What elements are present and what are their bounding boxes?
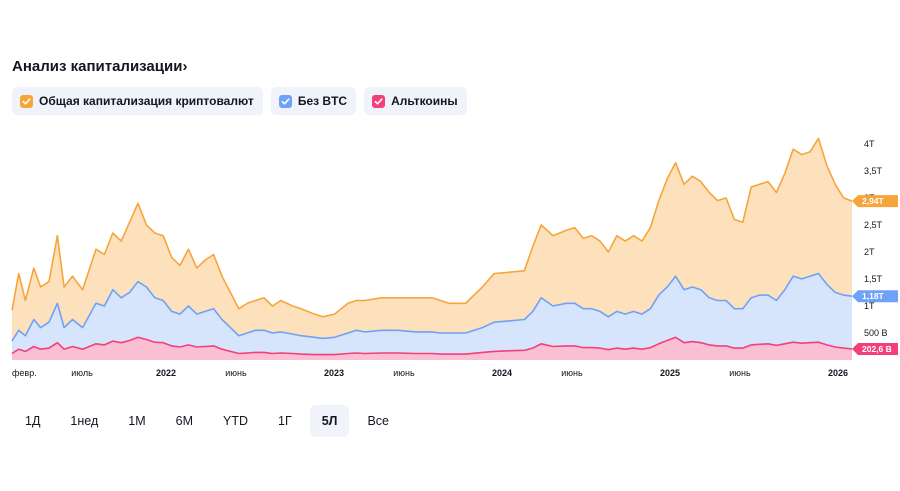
x-tick-label: 2025 [660,368,680,378]
range-all[interactable]: Все [367,414,390,428]
x-tick-label: 2022 [156,368,176,378]
y-tick-label: 1T [864,301,875,311]
y-tick-label: 2T [864,247,875,257]
last-value-badge-1: 1,18T [852,290,898,303]
checkbox-total-cap[interactable] [20,94,33,108]
last-value-badge-0: 2,94T [852,195,898,208]
series-line-0 [11,137,853,318]
last-value-badge-2: 202,6 B [852,343,898,356]
x-tick-label: июнь [561,368,583,378]
legend-label: Без BTC [297,94,348,108]
legend-ex-btc[interactable]: Без BTC [270,87,357,115]
checkbox-ex-btc[interactable] [278,94,292,108]
x-tick-label: 2026 [828,368,848,378]
chart-title-link[interactable]: Анализ капитализации› [12,58,188,75]
range-1d[interactable]: 1Д [25,414,41,428]
x-tick-label: 2024 [492,368,512,378]
check-icon [22,97,31,105]
series-area-2 [12,337,852,360]
y-tick-label: 500 B [864,328,888,338]
legend-label: Альткоины [391,94,458,108]
range-selector: 1Д 1нед 1М 6М YTD 1Г 5Л Все [13,405,401,437]
chart-areas [11,137,853,360]
last-value-text: 2,94T [862,196,885,206]
series-line-2 [11,336,853,356]
range-6m[interactable]: 6М [175,414,193,428]
series-area-0 [12,138,852,360]
check-icon [374,97,383,105]
y-tick-label: 2,5T [864,220,883,230]
legend-label: Общая капитализация криптовалют [39,94,254,108]
legend: Общая капитализация криптовалют Без BTC … [12,87,467,115]
x-tick-label: февр. [12,368,37,378]
last-value-text: 202,6 B [862,344,892,354]
last-value-text: 1,18T [862,291,885,301]
x-tick-label: 2023 [324,368,344,378]
x-tick-label: июнь [393,368,415,378]
range-1w[interactable]: 1нед [70,414,99,428]
y-tick-label: 4T [864,139,875,149]
series-line-1 [11,272,853,342]
x-tick-label: июнь [729,368,751,378]
y-tick-label: 3,5T [864,166,883,176]
legend-altcoins[interactable]: Альткоины [364,87,467,115]
x-tick-label: июнь [225,368,247,378]
last-value-badges: 2,94T 1,18T 202,6 B [852,195,898,356]
range-5y[interactable]: 5Л [309,405,350,437]
range-1m[interactable]: 1М [128,414,146,428]
range-ytd[interactable]: YTD [223,414,248,428]
legend-total-cap[interactable]: Общая капитализация криптовалют [12,87,263,115]
x-axis: февр. июль 2022 июнь 2023 июнь 2024 июнь 2025 июн… [12,368,848,378]
y-tick-label: 1,5T [864,274,883,284]
check-icon [281,97,290,105]
range-1y[interactable]: 1Г [278,414,292,428]
series-area-1 [12,273,852,360]
x-tick-label: июль [71,368,93,378]
checkbox-altcoins[interactable] [372,94,386,108]
